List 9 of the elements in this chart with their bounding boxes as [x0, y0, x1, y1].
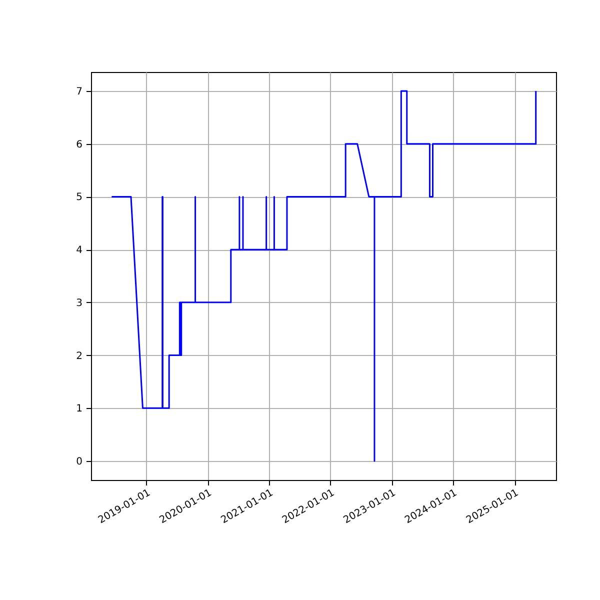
line-series — [110, 90, 537, 462]
y-tick-label: 4 — [76, 245, 82, 256]
y-tick-label: 1 — [76, 404, 82, 415]
y-tick-label: 2 — [76, 350, 82, 362]
y-tick-label: 3 — [76, 298, 82, 309]
y-tick-label: 6 — [76, 139, 82, 150]
y-tick-label: 0 — [76, 456, 82, 468]
y-tick-label: 7 — [76, 86, 82, 98]
y-tick-label: 5 — [76, 192, 82, 204]
